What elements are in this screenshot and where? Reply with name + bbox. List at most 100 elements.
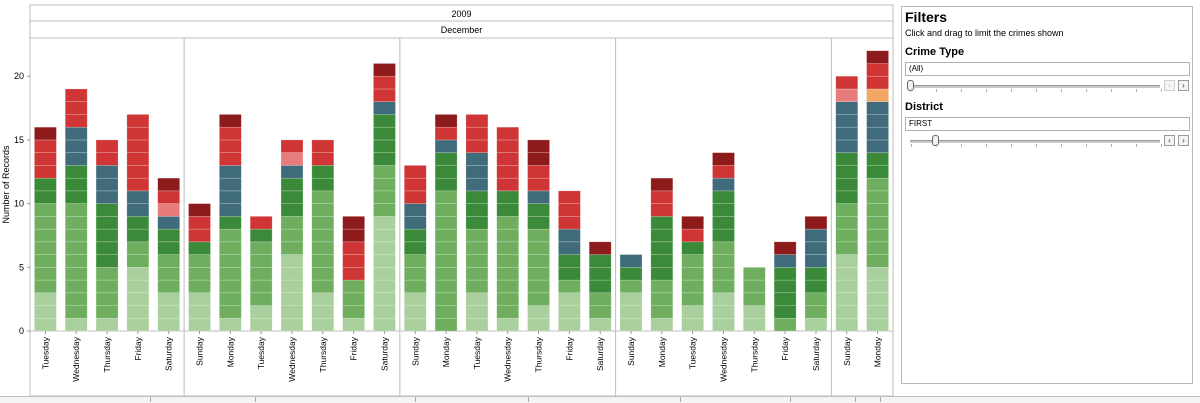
bar-segment xyxy=(403,165,427,179)
bar-segment xyxy=(64,279,88,294)
bar-segment xyxy=(403,279,427,294)
y-tick-label: 10 xyxy=(14,199,24,209)
district-prev-button[interactable]: ‹ xyxy=(1164,135,1175,146)
crime-type-slider-thumb[interactable] xyxy=(907,80,914,91)
slider-tick xyxy=(961,144,962,147)
sheet-tab[interactable] xyxy=(150,397,151,402)
bar-segment xyxy=(34,216,57,230)
bar-segment xyxy=(866,139,889,153)
bar-segment xyxy=(650,228,674,243)
bar-segment xyxy=(743,279,766,294)
bar-segment xyxy=(280,292,304,306)
bar-segment xyxy=(681,241,704,255)
bar-segment xyxy=(866,267,889,281)
crime-type-prev-button[interactable]: ‹ xyxy=(1164,80,1175,91)
bar-segment xyxy=(126,165,150,179)
crime-type-value-box[interactable]: (All) xyxy=(905,62,1190,76)
bar-segment xyxy=(773,279,797,294)
sheet-tab[interactable] xyxy=(255,397,256,402)
bar-segment xyxy=(465,317,489,332)
bar-segment xyxy=(434,267,458,281)
bar-segment xyxy=(157,203,180,217)
district-slider[interactable] xyxy=(905,134,1162,148)
bar-segment xyxy=(249,228,273,243)
bar-segment xyxy=(34,228,57,243)
bar-segment xyxy=(126,292,150,306)
bar-segment xyxy=(866,88,889,102)
bar-segment xyxy=(126,114,150,128)
crime-type-slider[interactable] xyxy=(905,79,1162,93)
bar-segment xyxy=(157,241,180,255)
bar-segment xyxy=(126,241,150,255)
bar-segment xyxy=(835,88,859,102)
bar-segment xyxy=(219,114,242,128)
bar-segment xyxy=(373,75,396,90)
bar-segment xyxy=(157,190,180,204)
x-tick-label: Tuesday xyxy=(40,336,50,369)
bar-segment xyxy=(373,279,396,294)
bar-segment xyxy=(64,216,88,230)
sheet-tab[interactable] xyxy=(790,397,791,402)
bar-segment xyxy=(527,254,550,268)
slider-tick xyxy=(961,89,962,92)
bar-segment xyxy=(342,305,365,319)
bar-segment xyxy=(188,203,211,217)
bar-segment xyxy=(496,126,520,141)
x-tick-label: Thursday xyxy=(749,336,759,372)
filters-title: Filters xyxy=(905,9,948,25)
bar-segment xyxy=(280,254,304,268)
bar-segment xyxy=(403,190,427,204)
district-value-box[interactable]: FIRST xyxy=(905,117,1190,131)
bar-segment xyxy=(712,216,735,230)
bar-segment xyxy=(126,190,150,204)
district-slider-thumb[interactable] xyxy=(932,135,939,146)
bar-segment xyxy=(342,317,365,332)
slider-tick xyxy=(1111,89,1112,92)
bar-segment xyxy=(712,190,735,204)
bar-segment xyxy=(249,241,273,255)
bar-segment xyxy=(311,254,335,268)
bar-segment xyxy=(157,228,180,243)
bar-segment xyxy=(527,165,550,179)
bar-segment xyxy=(219,317,242,332)
bar-segment xyxy=(34,279,57,294)
bar-segment xyxy=(280,267,304,281)
bar-segment xyxy=(342,254,365,268)
sheet-tab[interactable] xyxy=(528,397,529,402)
bar-segment xyxy=(650,203,674,217)
bar-segment xyxy=(804,254,828,268)
bar-segment xyxy=(280,177,304,192)
bar-segment xyxy=(434,165,458,179)
bar-segment xyxy=(249,216,273,230)
district-next-button[interactable]: › xyxy=(1178,135,1189,146)
bar-segment xyxy=(465,190,489,204)
bar-segment xyxy=(280,228,304,243)
bar-segment xyxy=(588,267,612,281)
bar-segment xyxy=(311,228,335,243)
crime-type-next-button[interactable]: › xyxy=(1178,80,1189,91)
x-tick-label: Friday xyxy=(133,336,143,360)
bar-segment xyxy=(34,292,57,306)
bar-segment xyxy=(64,203,88,217)
sheet-tab[interactable] xyxy=(415,397,416,402)
bar-segment xyxy=(95,267,119,281)
sheet-tab[interactable] xyxy=(880,397,881,402)
x-tick-label: Friday xyxy=(780,336,790,360)
bar-segment xyxy=(403,254,427,268)
bar-segment xyxy=(64,101,88,115)
bar-segment xyxy=(835,203,859,217)
bar-segment xyxy=(126,139,150,153)
x-tick-label: Monday xyxy=(441,336,451,367)
bar-segment xyxy=(681,292,704,306)
bar-segment xyxy=(373,139,396,153)
bar-segment xyxy=(64,292,88,306)
bar-segment xyxy=(866,203,889,217)
bar-segment xyxy=(866,317,889,332)
sheet-tab[interactable] xyxy=(855,397,856,402)
bar-segment xyxy=(866,190,889,204)
slider-tick xyxy=(1036,89,1037,92)
bar-segment xyxy=(434,152,458,166)
bar-segment xyxy=(650,216,674,230)
x-tick-label: Wednesday xyxy=(718,336,728,381)
sheet-tab[interactable] xyxy=(680,397,681,402)
